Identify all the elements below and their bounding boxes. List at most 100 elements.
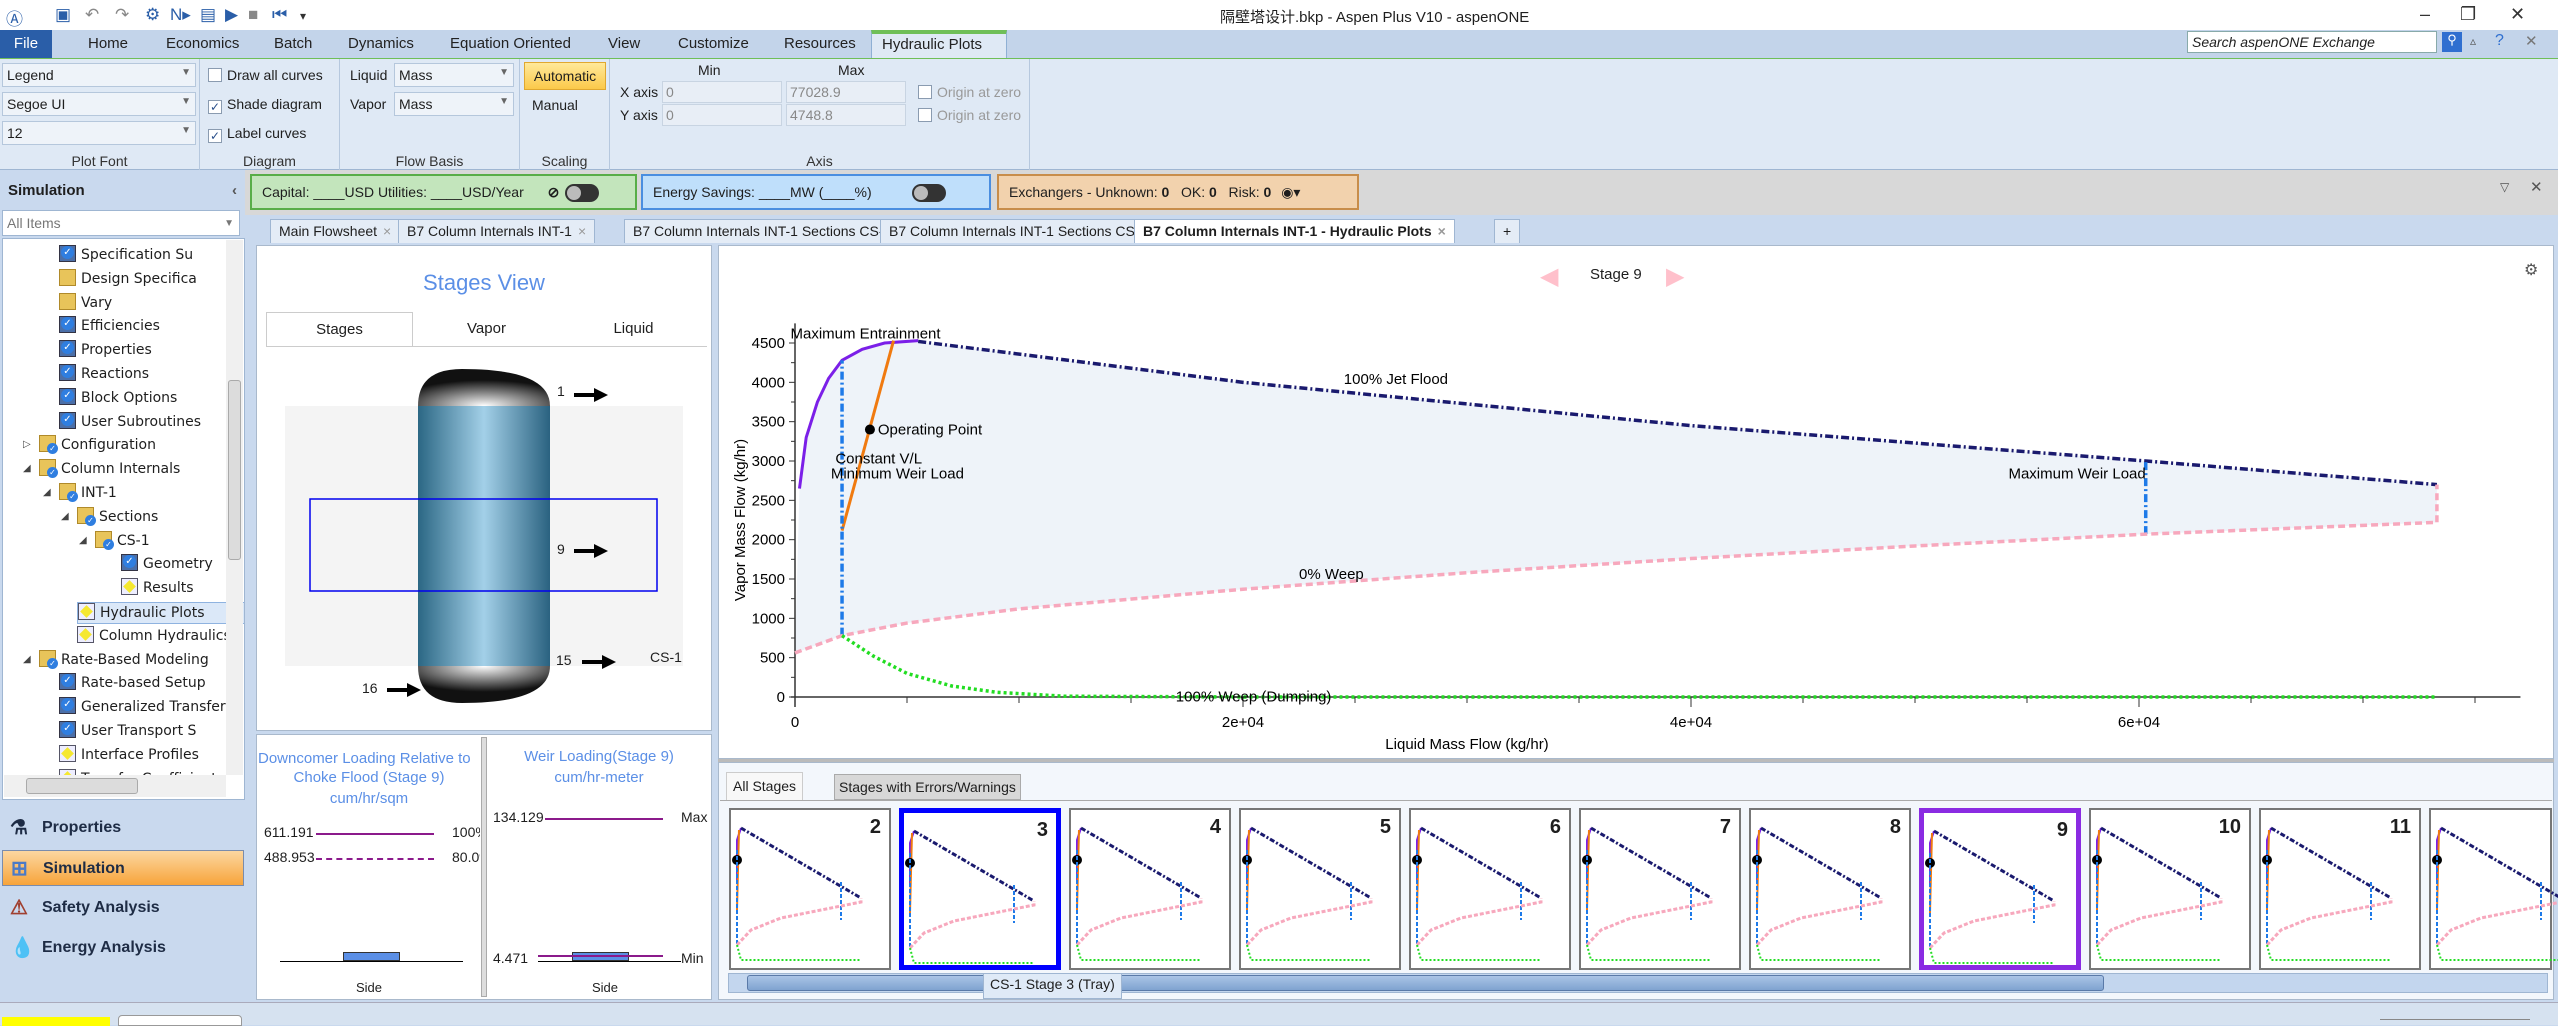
tab-dynamics[interactable]: Dynamics — [348, 35, 414, 52]
dropdown-icon[interactable]: ▽ — [2500, 180, 2510, 194]
hydraulic-plot[interactable]: 0 500 1000 1500 2000 2500 3000 3500 4000 4500 0 2e+… — [718, 245, 2554, 759]
y-origin-zero-checkbox[interactable]: Origin at zero — [918, 107, 1021, 123]
manual-button[interactable]: Manual — [532, 97, 578, 113]
exchangers-kpi[interactable]: Exchangers - Unknown: 0 OK: 0 Risk: 0 ◉▾ — [997, 174, 1359, 210]
tree-item[interactable]: Efficiencies — [59, 316, 244, 338]
stage-thumbnail[interactable]: 7 — [1579, 808, 1741, 970]
nav-energy-analysis-button[interactable]: 💧 Energy Analysis — [2, 930, 244, 966]
stage-thumbnail[interactable]: 6 — [1409, 808, 1571, 970]
run-next-icon[interactable]: N▸ — [170, 5, 191, 24]
close-tab-icon[interactable]: × — [1437, 223, 1446, 239]
control-panel-icon[interactable]: ▤ — [200, 5, 217, 24]
close-ribbon-icon[interactable]: ✕ — [2525, 33, 2538, 50]
tab-equation-oriented[interactable]: Equation Oriented — [450, 35, 571, 52]
tab-view[interactable]: View — [608, 35, 641, 52]
search-input[interactable]: Search aspenONE Exchange — [2187, 31, 2437, 53]
tab-hydraulic-plots[interactable]: Hydraulic Plots — [871, 30, 1007, 58]
close-panel-icon[interactable]: ✕ — [2530, 179, 2543, 196]
tree-item[interactable]: ▷ Configuration — [23, 435, 244, 457]
restore-icon[interactable]: ❐ — [2460, 4, 2477, 24]
x-max-input[interactable]: 77028.9 — [786, 81, 906, 103]
tree-item[interactable]: Results — [121, 578, 244, 600]
legend-dropdown[interactable]: Legend ▼ — [2, 63, 196, 87]
stage-thumbnail[interactable] — [2429, 808, 2558, 970]
exchanger-menu-icon[interactable]: ◉▾ — [1281, 184, 1301, 200]
undo-icon[interactable]: ↶ — [85, 5, 100, 24]
expander-icon[interactable]: ◢ — [43, 487, 51, 498]
font-size-dropdown[interactable]: 12 ▼ — [2, 121, 196, 145]
expander-icon[interactable]: ◢ — [79, 534, 87, 546]
tab-batch[interactable]: Batch — [274, 35, 313, 52]
close-tab-icon[interactable]: × — [577, 223, 587, 239]
vapor-basis-dropdown[interactable]: Mass ▼ — [394, 92, 514, 116]
tree-item[interactable]: User Transport S — [59, 721, 244, 743]
tree-item[interactable]: Geometry — [121, 554, 244, 576]
tab-home[interactable]: Home — [88, 35, 129, 52]
stage-thumbnail[interactable]: 2 — [729, 808, 891, 970]
scrollbar-thumb[interactable] — [26, 778, 138, 794]
tree-item[interactable]: ◢ CS-1 — [79, 530, 244, 553]
stage-thumbnail[interactable]: 5 — [1239, 808, 1401, 970]
tree-item[interactable]: Vary — [59, 292, 244, 315]
collapse-ribbon-icon[interactable]: ▵ — [2470, 34, 2477, 48]
nav-safety-analysis-button[interactable]: ⚠ Safety Analysis — [2, 890, 244, 926]
scrollbar-thumb[interactable] — [747, 975, 2104, 991]
tab-economics[interactable]: Economics — [166, 35, 240, 52]
expander-icon[interactable]: ◢ — [23, 463, 31, 475]
nav-simulation-button[interactable]: ⊞ Simulation — [2, 850, 244, 886]
tree-item[interactable]: Interface Profiles — [59, 744, 244, 767]
tree-item[interactable]: Design Specifica — [59, 268, 244, 291]
tab-resources[interactable]: Resources — [784, 35, 856, 52]
redo-icon[interactable]: ↷ — [115, 5, 130, 24]
tab-stages-with-errors[interactable]: Stages with Errors/Warnings — [834, 774, 1021, 800]
doc-tab[interactable]: B7 Column Internals INT-1 × — [398, 219, 596, 243]
tree-item[interactable]: ◢ Rate-Based Modeling — [23, 649, 244, 672]
next-icon[interactable]: ⚙ — [145, 5, 161, 24]
tree-item[interactable]: Column Hydraulics — [77, 625, 244, 648]
tree-item[interactable]: Properties — [59, 340, 244, 362]
tab-liquid[interactable]: Liquid — [613, 320, 654, 337]
expander-icon[interactable]: ◢ — [23, 653, 31, 665]
energy-kpi[interactable]: Energy Savings: ____MW (____%) — [641, 174, 991, 210]
close-tab-icon[interactable]: × — [383, 223, 392, 239]
customize-qa-icon[interactable]: ▾ — [300, 9, 307, 23]
x-origin-zero-checkbox[interactable]: Origin at zero — [918, 84, 1021, 100]
next-stage-icon[interactable]: ▶ — [1666, 263, 1685, 290]
tree-item[interactable]: ◢ Column Internals — [23, 459, 244, 481]
chart-splitter[interactable] — [718, 759, 2554, 762]
tree-item[interactable]: Block Options — [59, 387, 244, 410]
close-icon[interactable]: ✕ — [2510, 4, 2526, 24]
label-curves-checkbox[interactable]: ✓ Label curves — [208, 125, 306, 143]
stage-thumbnail[interactable]: 9 — [1919, 808, 2081, 970]
stage-thumbnail[interactable]: 4 — [1069, 808, 1231, 970]
economics-toggle[interactable] — [565, 184, 600, 203]
nav-properties-button[interactable]: ⚗ Properties — [2, 810, 244, 846]
stage-thumbnail[interactable]: 10 — [2089, 808, 2251, 970]
stage-thumbnail[interactable]: 8 — [1749, 808, 1911, 970]
panel-splitter[interactable] — [481, 737, 487, 997]
search-icon[interactable]: ⚲ — [2442, 32, 2462, 52]
save-icon[interactable]: ▣ — [55, 5, 72, 24]
stage-thumbnail[interactable]: 3 — [899, 808, 1061, 970]
tree-item[interactable]: Specification Su — [59, 245, 244, 267]
tree-item[interactable]: User Subroutines — [59, 411, 244, 434]
scrollbar-thumb[interactable] — [228, 380, 241, 560]
chart-settings-icon[interactable]: ⚙ — [2524, 262, 2539, 279]
check-status-button[interactable] — [118, 1015, 242, 1026]
y-min-input[interactable]: 0 — [662, 104, 782, 126]
tree-item[interactable]: Reactions — [59, 364, 244, 386]
minimize-icon[interactable]: – — [2420, 4, 2431, 24]
liquid-basis-dropdown[interactable]: Mass ▼ — [394, 63, 514, 87]
draw-all-curves-checkbox[interactable]: Draw all curves — [208, 67, 323, 83]
automatic-button[interactable]: Automatic — [524, 62, 606, 90]
tree-item[interactable]: ◢ Sections — [61, 506, 244, 529]
expander-icon[interactable]: ◢ — [61, 510, 69, 522]
doc-tab[interactable]: B7 Column Internals INT-1 - Hydraulic Pl… — [1134, 219, 1455, 243]
collapse-nav-icon[interactable]: ‹ — [232, 182, 237, 199]
previous-stage-icon[interactable]: ◀ — [1540, 263, 1559, 290]
tab-file[interactable]: File — [0, 30, 52, 58]
tab-customize[interactable]: Customize — [678, 35, 749, 52]
energy-toggle[interactable] — [911, 184, 946, 203]
shade-diagram-checkbox[interactable]: ✓ Shade diagram — [208, 96, 322, 114]
tab-vapor[interactable]: Vapor — [467, 320, 506, 337]
